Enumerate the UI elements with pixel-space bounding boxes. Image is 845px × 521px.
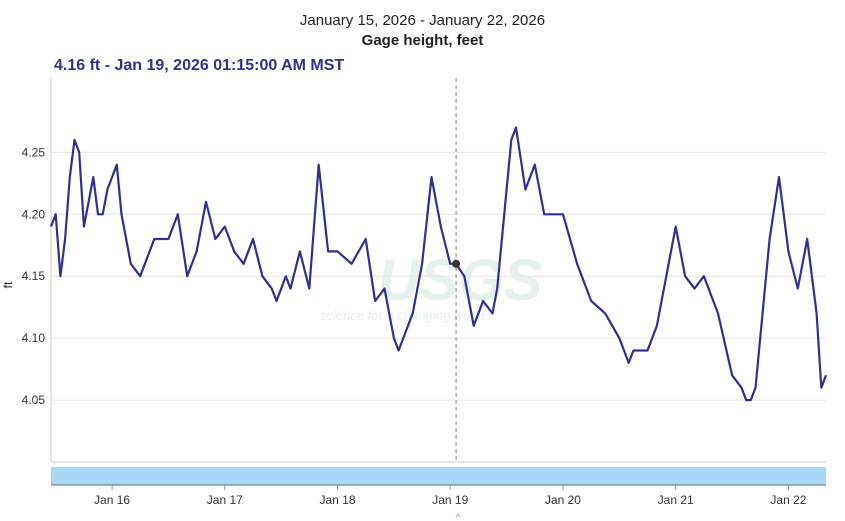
y-tick-label: 4.20 bbox=[22, 207, 46, 221]
chart-title: Gage height, feet bbox=[361, 32, 484, 49]
chart-subtitle: January 15, 2026 - January 22, 2026 bbox=[299, 12, 546, 29]
x-axis: Jan 16 Jan 17 Jan 18 Jan 19 Jan 20 Jan 21 Jan … bbox=[94, 485, 807, 507]
x-tick-label: Jan 17 bbox=[207, 493, 243, 507]
grid-lines bbox=[51, 151, 826, 401]
usgs-logo-text: USGS bbox=[378, 248, 543, 313]
y-tick-label: 4.25 bbox=[22, 145, 46, 159]
usgs-watermark: USGS science for a changing world bbox=[320, 248, 543, 323]
hover-marker bbox=[452, 259, 461, 268]
scroll-handle-icon[interactable]: ^ bbox=[456, 513, 461, 521]
x-tick-label: Jan 16 bbox=[94, 493, 130, 507]
series-layer bbox=[49, 126, 828, 402]
y-tick-label: 4.05 bbox=[22, 393, 46, 407]
time-navigator-bar[interactable] bbox=[51, 467, 826, 485]
x-tick-label: Jan 22 bbox=[770, 493, 806, 507]
y-tick-label: 4.15 bbox=[22, 269, 46, 283]
gage-height-line[interactable] bbox=[49, 126, 828, 402]
x-tick-label: Jan 18 bbox=[319, 493, 355, 507]
x-tick-label: Jan 19 bbox=[432, 493, 468, 507]
usgs-tagline: science for a changing world bbox=[320, 308, 486, 323]
y-tick-label: 4.10 bbox=[22, 331, 46, 345]
x-tick-label: Jan 21 bbox=[658, 493, 694, 507]
x-tick-label: Jan 20 bbox=[545, 493, 581, 507]
hover-readout: 4.16 ft - Jan 19, 2026 01:15:00 AM MST bbox=[54, 57, 345, 74]
y-axis: 4.05 4.10 4.15 4.20 4.25 bbox=[22, 145, 46, 407]
y-axis-label: ft bbox=[1, 281, 15, 288]
